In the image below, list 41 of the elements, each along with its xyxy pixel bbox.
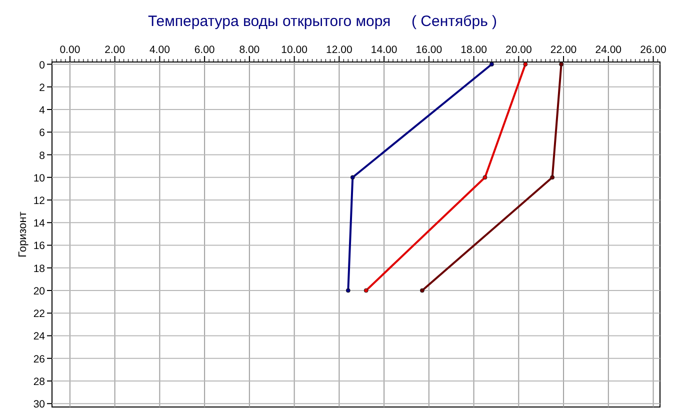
x-tick-label: 26.00 <box>640 44 667 56</box>
x-tick-label: 24.00 <box>595 44 622 56</box>
y-tick-label: 22 <box>33 308 46 320</box>
point <box>350 175 355 180</box>
x-tick-label: 0.00 <box>60 44 80 56</box>
y-tick-label: 24 <box>33 330 46 343</box>
x-tick-label: 6.00 <box>194 44 215 56</box>
y-axis-title: Горизонт <box>17 212 29 258</box>
chart-title: Температура воды открытого моря ( Сентябрь ) <box>148 13 498 30</box>
y-tick-label: 30 <box>33 398 46 411</box>
x-tick-label: 2.00 <box>104 44 126 56</box>
point <box>346 288 350 293</box>
y-tick-label: 20 <box>33 285 46 298</box>
y-tick-label: 8 <box>39 150 46 162</box>
x-tick-label: 22.00 <box>550 44 577 56</box>
x-tick-label: 20.00 <box>506 44 532 56</box>
x-tick-label: 10.00 <box>281 44 308 56</box>
x-tick-label: 8.00 <box>239 44 260 56</box>
point <box>550 175 555 180</box>
point <box>364 288 368 293</box>
point <box>559 62 564 67</box>
y-tick-label: 2 <box>39 82 46 94</box>
y-tick-label: 26 <box>33 353 46 366</box>
y-tick-label: 4 <box>39 104 46 117</box>
x-tick-label: 12.00 <box>326 44 352 56</box>
point <box>420 288 424 293</box>
y-tick-label: 12 <box>33 195 46 207</box>
y-tick-label: 16 <box>33 240 46 252</box>
y-tick-label: 0 <box>39 59 46 72</box>
y-tick-label: 14 <box>33 218 46 230</box>
x-tick-label: 4.00 <box>149 44 170 56</box>
y-tick-label: 28 <box>33 376 46 388</box>
x-tick-label: 16.00 <box>416 44 442 56</box>
point <box>489 62 494 67</box>
x-tick-label: 18.00 <box>460 44 488 56</box>
y-tick-label: 10 <box>33 172 46 184</box>
point <box>523 62 528 67</box>
y-tick-label: 18 <box>33 262 46 275</box>
y-tick-label: 6 <box>39 127 46 140</box>
point <box>482 175 488 180</box>
x-tick-label: 14.00 <box>370 44 398 56</box>
